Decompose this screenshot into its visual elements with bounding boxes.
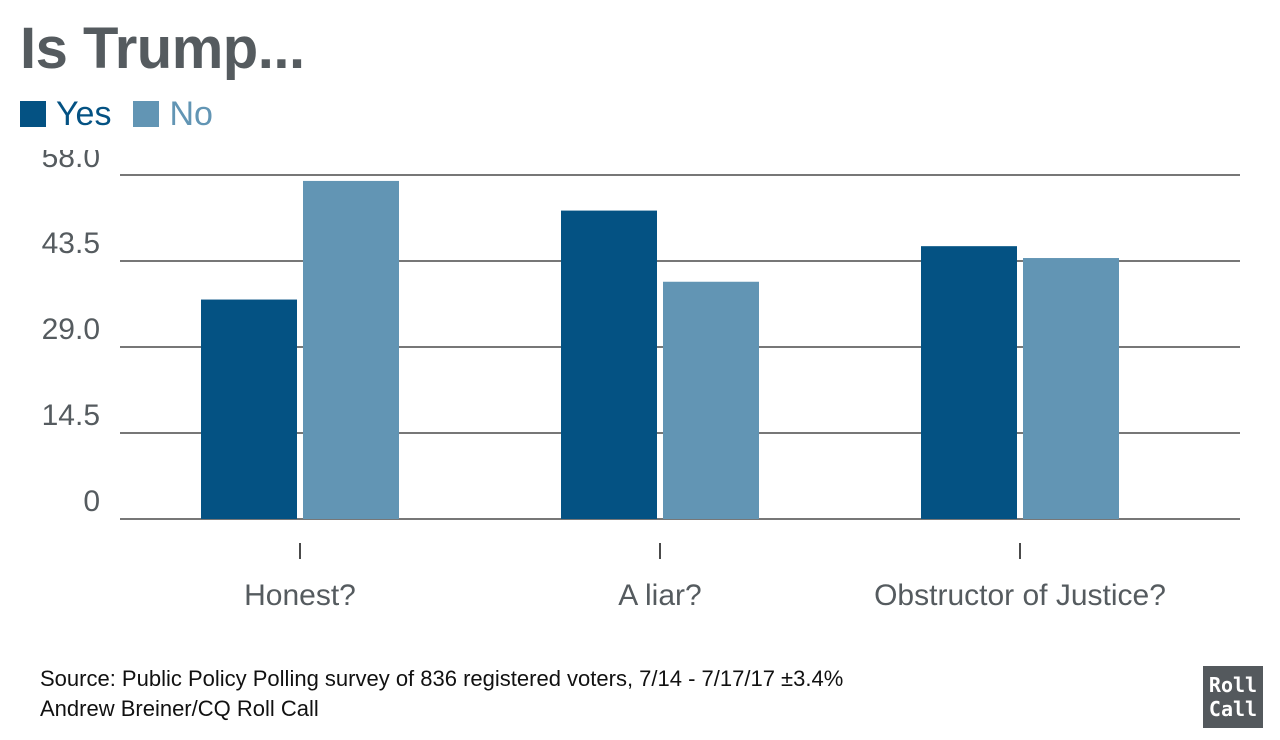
source-note: Source: Public Policy Polling survey of … <box>40 664 843 724</box>
legend-item-yes: Yes <box>20 92 111 136</box>
legend-label-no: No <box>169 95 213 133</box>
bar-yes <box>201 299 297 519</box>
y-tick-label: 43.5 <box>42 227 100 260</box>
bar-yes <box>561 210 657 519</box>
legend-swatch-yes <box>20 101 46 127</box>
y-tick-label: 29.0 <box>42 313 100 346</box>
roll-call-logo: Roll Call <box>1203 666 1263 728</box>
legend-item-no: No <box>133 92 213 136</box>
chart-title: Is Trump... <box>20 16 305 81</box>
y-tick-label: 58.0 <box>42 150 100 174</box>
source-text: Source: Public Policy Polling survey of … <box>40 666 844 691</box>
legend-swatch-no <box>133 101 160 127</box>
logo-line-2: Call <box>1208 697 1258 721</box>
y-tick-label: 14.5 <box>42 399 100 432</box>
bar-yes <box>921 246 1017 519</box>
x-tick-label: Obstructor of Justice? <box>874 579 1166 612</box>
logo-line-1: Roll <box>1208 673 1258 697</box>
credit-text: Andrew Breiner/CQ Roll Call <box>40 696 319 721</box>
x-tick-label: Honest? <box>244 579 356 612</box>
bar-chart: 0 14.5 29.0 43.5 58.0 Honest? A liar? Obstructo… <box>42 150 1240 612</box>
bar-no <box>663 281 759 519</box>
x-tick-label: A liar? <box>618 579 701 612</box>
legend-label-yes: Yes <box>56 95 112 133</box>
y-tick-label: 0 <box>83 485 100 518</box>
bar-no <box>303 180 399 519</box>
chart-legend: Yes No <box>20 92 235 136</box>
bar-no <box>1023 258 1119 519</box>
